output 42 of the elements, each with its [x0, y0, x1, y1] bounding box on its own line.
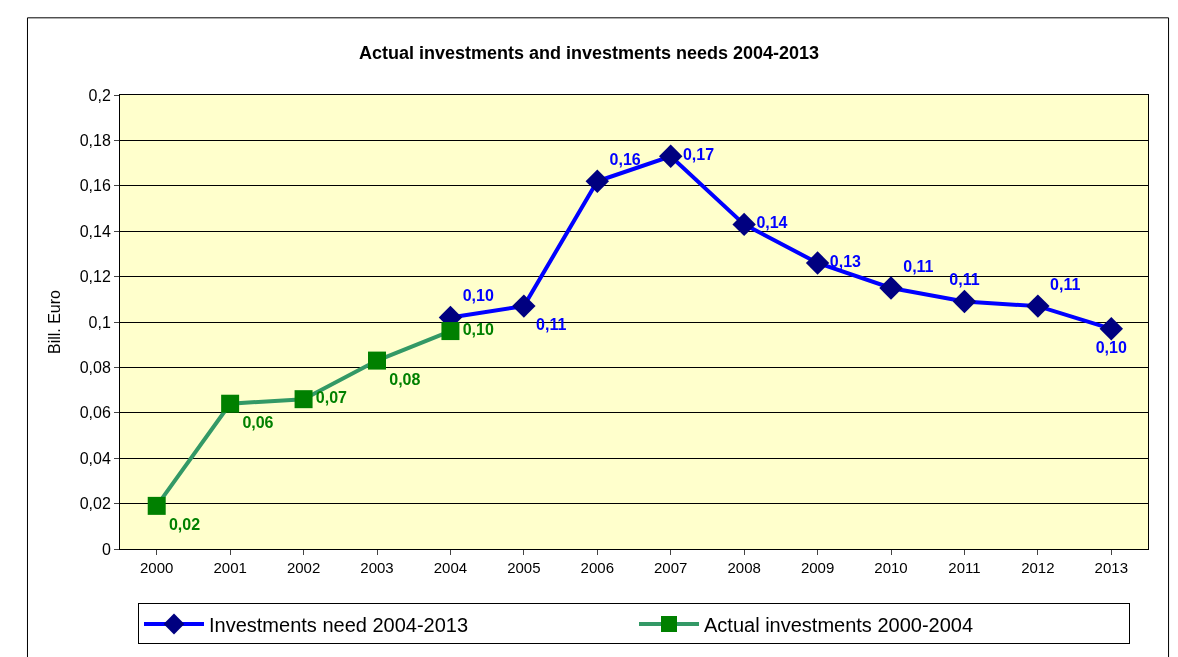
data-label: 0,10	[462, 321, 494, 339]
data-label: 0,07	[315, 389, 348, 407]
data-label: 0,08	[389, 370, 421, 388]
legend-label: Actual investments 2000-2004	[704, 613, 974, 636]
x-tick-label: 2013	[1094, 559, 1128, 576]
x-tick-label: 2002	[286, 559, 321, 576]
chart-title: Actual investments and investments needs 2004-2013	[358, 42, 820, 63]
y-tick-label: 0,02	[79, 495, 111, 513]
data-label: 0,13	[829, 252, 862, 270]
x-tick-label: 2006	[580, 559, 614, 576]
y-tick-label: 0,2	[88, 86, 111, 104]
y-tick-label: 0,18	[79, 132, 111, 149]
y-tick-label: 0,08	[79, 359, 111, 376]
y-tick-label: 0,14	[79, 222, 111, 240]
x-tick-label: 2009	[800, 559, 835, 576]
y-tick-label: 0,04	[79, 449, 111, 467]
y-tick-label: 0,12	[79, 268, 111, 286]
data-label: 0,16	[609, 151, 641, 169]
x-tick-label: 2001	[213, 559, 247, 576]
legend-label: Investments need 2004-2013	[209, 613, 469, 636]
data-label: 0,14	[756, 214, 788, 232]
data-label: 0,11	[903, 257, 934, 275]
y-tick-label: 0,06	[79, 404, 111, 422]
data-label: 0,10	[1095, 339, 1127, 357]
y-axis-title: Bill. Euro	[45, 289, 63, 355]
x-tick-label: 2000	[140, 559, 174, 576]
data-label: 0,11	[1050, 275, 1081, 293]
y-tick-label: 0	[101, 540, 111, 558]
y-tick-label: 0,16	[79, 177, 111, 195]
data-label: 0,17	[682, 146, 715, 164]
data-label: 0,10	[462, 287, 494, 305]
x-tick-label: 2008	[727, 559, 761, 576]
x-tick-label: 2005	[507, 559, 541, 576]
data-label: 0,02	[168, 516, 201, 534]
x-tick-label: 2012	[1021, 559, 1055, 576]
x-tick-label: 2004	[433, 559, 468, 576]
x-tick-label: 2003	[360, 559, 394, 576]
data-label: 0,06	[242, 413, 274, 431]
x-tick-label: 2010	[874, 559, 908, 576]
x-tick-label: 2011	[948, 559, 981, 576]
y-tick-label: 0,1	[88, 313, 111, 331]
x-tick-label: 2007	[654, 559, 688, 576]
